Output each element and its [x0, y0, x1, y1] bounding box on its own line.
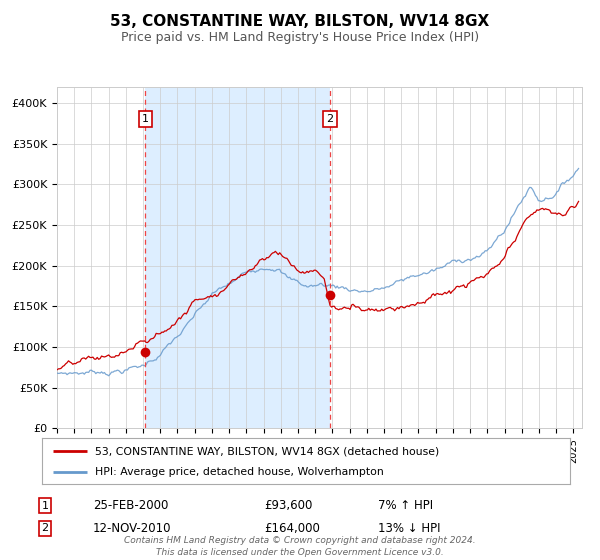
Text: 2: 2 [41, 523, 49, 533]
Text: 53, CONSTANTINE WAY, BILSTON, WV14 8GX (detached house): 53, CONSTANTINE WAY, BILSTON, WV14 8GX (… [95, 446, 439, 456]
Text: 7% ↑ HPI: 7% ↑ HPI [378, 499, 433, 512]
Text: 25-FEB-2000: 25-FEB-2000 [93, 499, 169, 512]
Text: 12-NOV-2010: 12-NOV-2010 [93, 521, 172, 535]
Text: Contains HM Land Registry data © Crown copyright and database right 2024.
This d: Contains HM Land Registry data © Crown c… [124, 536, 476, 557]
Text: Price paid vs. HM Land Registry's House Price Index (HPI): Price paid vs. HM Land Registry's House … [121, 31, 479, 44]
Text: 13% ↓ HPI: 13% ↓ HPI [378, 521, 440, 535]
Text: HPI: Average price, detached house, Wolverhampton: HPI: Average price, detached house, Wolv… [95, 468, 383, 478]
Text: 1: 1 [142, 114, 149, 124]
Text: 53, CONSTANTINE WAY, BILSTON, WV14 8GX: 53, CONSTANTINE WAY, BILSTON, WV14 8GX [110, 14, 490, 29]
Text: 2: 2 [326, 114, 334, 124]
Text: £93,600: £93,600 [264, 499, 313, 512]
Text: £164,000: £164,000 [264, 521, 320, 535]
Bar [145, 87, 330, 428]
Text: 1: 1 [41, 501, 49, 511]
